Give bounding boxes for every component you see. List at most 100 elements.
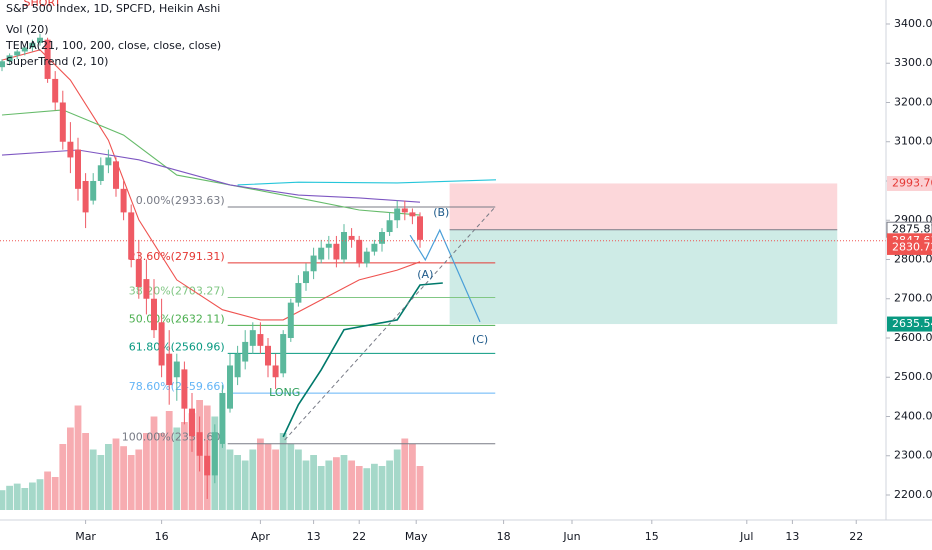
volume-bar bbox=[302, 460, 310, 510]
x-tick-label: Mar bbox=[75, 530, 96, 543]
candle-body bbox=[44, 39, 51, 79]
candle-body bbox=[181, 369, 188, 409]
x-tick-label: 22 bbox=[849, 530, 863, 543]
candle-body bbox=[249, 330, 256, 346]
y-tick-label: 2600.00 bbox=[894, 331, 932, 344]
price-tag-label: 2875.87 bbox=[892, 223, 932, 236]
indicator-line bbox=[1, 109, 421, 216]
candle-body bbox=[14, 51, 21, 56]
annotation: LONG bbox=[269, 386, 300, 399]
volume-bar bbox=[150, 416, 158, 510]
candle-body bbox=[234, 353, 241, 378]
candle-body bbox=[219, 392, 226, 444]
volume-bar bbox=[401, 438, 409, 510]
candle-body bbox=[227, 365, 233, 409]
volume-bar bbox=[363, 468, 371, 510]
candle-body bbox=[105, 157, 112, 166]
candle-body bbox=[386, 220, 393, 233]
x-tick-label: Apr bbox=[251, 530, 271, 543]
volume-bar bbox=[127, 455, 135, 510]
volume-bar bbox=[279, 433, 287, 510]
volume-bar bbox=[257, 438, 264, 510]
candle-body bbox=[37, 37, 43, 43]
candle-body bbox=[82, 180, 89, 213]
chart-title: S&P 500 Index, 1D, SPCFD, Heikin Ashi bbox=[6, 2, 220, 15]
volume-bar bbox=[416, 466, 424, 510]
volume-bar bbox=[181, 422, 188, 510]
volume-bar bbox=[371, 463, 378, 510]
candle-body bbox=[303, 271, 309, 284]
indicator-label: Vol (20) bbox=[6, 23, 49, 36]
y-tick-label: 2800.00 bbox=[894, 252, 932, 265]
volume-bar bbox=[44, 471, 51, 510]
price-tag-label: 2993.70 bbox=[892, 176, 932, 189]
candle-body bbox=[189, 408, 195, 437]
candle-body bbox=[52, 78, 59, 103]
x-tick-label: 16 bbox=[155, 530, 169, 543]
candle-body bbox=[333, 243, 340, 260]
indicator-label: TEMA(21, 100, 200, close, close, close) bbox=[5, 39, 221, 52]
candle-body bbox=[310, 255, 317, 272]
volume-bar bbox=[272, 449, 279, 510]
indicator-line bbox=[282, 282, 443, 438]
candle-body bbox=[113, 161, 119, 189]
stop-zone bbox=[449, 183, 838, 230]
volume-bar bbox=[143, 433, 150, 510]
x-tick-label: 13 bbox=[307, 530, 321, 543]
candle-body bbox=[379, 232, 385, 244]
annotation: (B) bbox=[433, 206, 449, 219]
volume-bar bbox=[333, 457, 340, 510]
volume-bar bbox=[355, 466, 363, 510]
volume-bar bbox=[112, 438, 120, 510]
y-tick-label: 3200.00 bbox=[894, 95, 932, 108]
candle-body bbox=[272, 365, 279, 378]
price-tag bbox=[887, 316, 932, 332]
volume-bar bbox=[6, 485, 13, 510]
x-tick-label: 22 bbox=[352, 530, 366, 543]
volume-bar bbox=[226, 449, 234, 510]
indicator-line bbox=[1, 49, 421, 321]
volume-bar bbox=[13, 483, 21, 510]
candle-body bbox=[265, 345, 271, 366]
volume-bar bbox=[82, 433, 89, 510]
y-tick-label: 2300.00 bbox=[894, 449, 932, 462]
x-tick-label: 13 bbox=[785, 530, 799, 543]
candle-body bbox=[394, 208, 401, 221]
volume-bar bbox=[241, 460, 249, 510]
volume-bar bbox=[105, 444, 112, 510]
volume-bar bbox=[409, 444, 416, 510]
candle-body bbox=[196, 432, 203, 456]
candle-body bbox=[409, 212, 416, 217]
candle-body bbox=[325, 243, 332, 248]
volume-bar bbox=[59, 444, 67, 510]
candle-body bbox=[97, 165, 104, 181]
candle-body bbox=[280, 334, 287, 374]
fib-label: 100.00%(2330.60) bbox=[122, 431, 225, 444]
volume-bar bbox=[287, 444, 295, 510]
candle-body bbox=[318, 247, 325, 260]
annotation: SHORT bbox=[24, 0, 62, 9]
candle-body bbox=[356, 239, 363, 264]
volume-bar bbox=[264, 444, 272, 510]
candle-body bbox=[21, 47, 28, 52]
candle-body bbox=[166, 353, 173, 386]
volume-bar bbox=[36, 479, 44, 510]
volume-bar bbox=[67, 427, 74, 510]
price-tag-label: 2635.54 bbox=[892, 317, 932, 330]
volume-bar bbox=[135, 449, 143, 510]
candle-body bbox=[341, 232, 347, 260]
trend-line bbox=[284, 206, 496, 441]
volume-bar bbox=[0, 490, 6, 510]
volume-bar bbox=[51, 477, 59, 510]
candle-body bbox=[135, 259, 142, 287]
candle-body bbox=[128, 212, 135, 260]
y-tick-label: 3400.00 bbox=[894, 17, 932, 30]
volume-bar bbox=[188, 413, 196, 510]
candle-body bbox=[348, 235, 355, 240]
x-tick-label: May bbox=[405, 530, 428, 543]
indicator-line bbox=[237, 179, 497, 186]
volume-bar bbox=[97, 455, 105, 510]
fib-label: 61.80%(2560.96) bbox=[129, 340, 225, 353]
annotation: (A) bbox=[417, 268, 433, 281]
